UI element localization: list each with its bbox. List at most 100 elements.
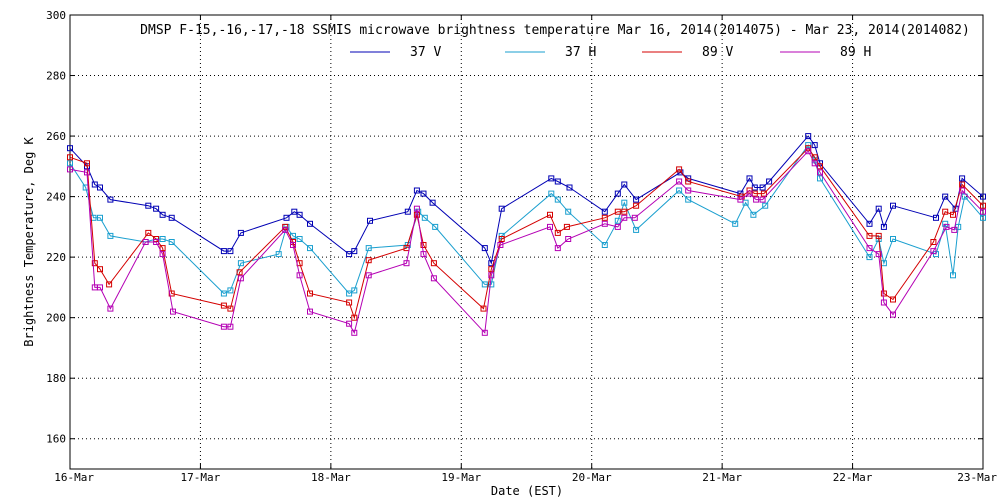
- data-point: [346, 299, 353, 306]
- data-point: [762, 202, 769, 209]
- data-point: [565, 236, 572, 242]
- data-point: [980, 193, 986, 200]
- y-axis-label: Brightness Temperature, Deg K: [22, 136, 36, 346]
- data-point: [153, 239, 160, 245]
- x-tick-label: 17-Mar: [181, 471, 221, 484]
- data-point: [346, 290, 353, 297]
- data-point: [614, 223, 621, 230]
- data-point: [601, 220, 608, 227]
- data-point: [614, 190, 621, 197]
- x-tick-labels: 16-Mar 17-Mar 18-Mar 19-Mar 20-Mar 21-Mar 22-M…: [54, 471, 997, 484]
- data-point: [291, 208, 298, 215]
- data-point: [631, 214, 638, 221]
- data-point: [159, 236, 166, 242]
- data-point: [351, 287, 358, 294]
- legend: 37 V 37 H 89 V 89 H: [350, 45, 871, 60]
- data-point: [67, 166, 73, 173]
- chart-title: DMSP F-15,-16,-17,-18 SSMIS microwave br…: [140, 23, 970, 38]
- y-tick-label: 200: [46, 312, 66, 325]
- legend-item: 37 H: [505, 45, 596, 60]
- data-point: [413, 205, 420, 212]
- y-tick-labels: 160 180 200 220 240 260 280 300: [46, 9, 66, 446]
- data-point: [980, 214, 986, 221]
- data-point: [159, 245, 166, 252]
- data-point: [413, 211, 420, 218]
- data-point: [290, 232, 296, 239]
- series-37-v: [67, 133, 986, 267]
- data-point: [614, 217, 621, 224]
- y-tick-label: 180: [46, 372, 66, 385]
- data-point: [237, 275, 244, 282]
- data-point: [237, 229, 244, 236]
- legend-label: 89 H: [840, 45, 871, 60]
- data-point: [84, 160, 90, 167]
- data-point: [84, 169, 90, 176]
- data-point: [817, 169, 823, 176]
- series-89-h: [67, 148, 986, 336]
- legend-label: 37 V: [410, 45, 441, 60]
- data-point: [554, 178, 561, 185]
- data-point: [685, 187, 692, 194]
- data-point: [227, 248, 234, 255]
- data-point: [365, 257, 372, 264]
- data-point: [145, 229, 152, 236]
- data-point: [554, 196, 561, 203]
- data-point: [296, 272, 303, 279]
- data-point: [420, 242, 427, 248]
- series-89-v: [67, 145, 986, 321]
- data-point: [106, 281, 113, 288]
- data-point: [145, 202, 152, 209]
- data-point: [959, 187, 966, 194]
- x-tick-label: 16-Mar: [54, 471, 94, 484]
- data-point: [430, 275, 437, 282]
- data-point: [420, 251, 427, 258]
- data-point: [227, 287, 234, 294]
- data-point: [420, 190, 427, 197]
- data-point: [930, 248, 937, 255]
- data-point: [307, 290, 313, 297]
- x-tick-label: 18-Mar: [311, 471, 351, 484]
- data-point: [220, 323, 227, 330]
- data-point: [430, 260, 437, 267]
- data-point: [621, 214, 628, 221]
- data-point: [67, 160, 73, 167]
- data-point: [811, 154, 818, 161]
- data-point: [97, 266, 103, 273]
- data-point: [351, 314, 358, 321]
- data-point: [601, 208, 608, 215]
- data-point: [168, 239, 175, 245]
- data-point: [290, 242, 296, 248]
- data-point: [601, 214, 608, 221]
- data-point: [307, 220, 313, 227]
- gridlines: [70, 15, 983, 469]
- data-point: [742, 199, 749, 206]
- data-point: [429, 199, 436, 206]
- data-point: [621, 199, 628, 206]
- data-point: [566, 184, 573, 191]
- data-point: [933, 214, 939, 221]
- series-line: [69, 150, 984, 335]
- data-point: [403, 260, 410, 267]
- data-point: [959, 175, 966, 182]
- data-point: [746, 190, 753, 197]
- series-group: [67, 133, 986, 336]
- data-point: [498, 236, 505, 242]
- data-point: [481, 329, 488, 336]
- data-point: [220, 302, 227, 309]
- data-point: [980, 202, 986, 209]
- legend-label: 89 V: [702, 45, 733, 60]
- data-point: [880, 290, 887, 297]
- data-point: [220, 248, 227, 255]
- data-point: [746, 175, 753, 182]
- data-point: [817, 175, 823, 182]
- data-point: [685, 178, 692, 185]
- data-point: [480, 305, 487, 312]
- legend-item: 89 V: [642, 45, 733, 60]
- data-point: [943, 223, 950, 230]
- data-point: [275, 251, 282, 258]
- data-point: [601, 242, 608, 248]
- tick-marks: [69, 14, 984, 469]
- x-axis-label: Date (EST): [491, 484, 563, 498]
- data-point: [107, 232, 114, 239]
- x-tick-label: 19-Mar: [441, 471, 481, 484]
